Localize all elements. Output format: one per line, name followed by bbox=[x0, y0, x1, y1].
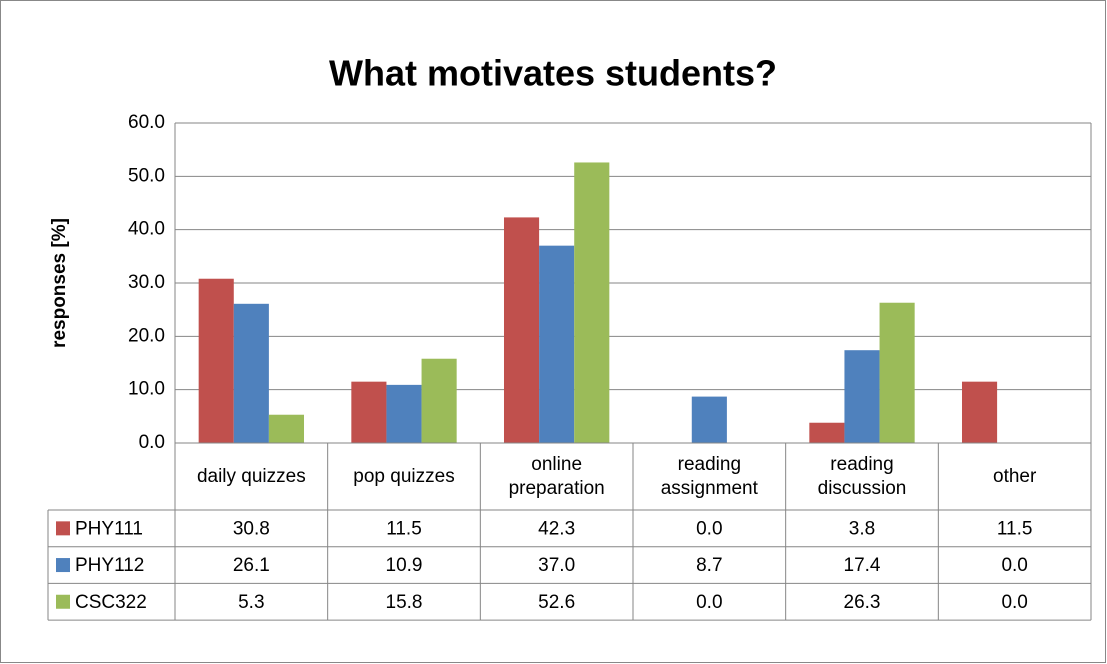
table-value: 8.7 bbox=[696, 555, 722, 576]
table-value: 30.8 bbox=[233, 518, 270, 539]
bar bbox=[233, 303, 269, 443]
bar bbox=[503, 217, 540, 443]
bar bbox=[844, 350, 880, 443]
table-value: 0.0 bbox=[696, 592, 722, 613]
table-value: 0.0 bbox=[1001, 592, 1027, 613]
table-value: 26.1 bbox=[233, 555, 270, 576]
bar bbox=[351, 381, 387, 443]
x-tick-label: daily quizzes bbox=[196, 465, 306, 487]
table-value: 26.3 bbox=[844, 592, 881, 613]
x-tick-label: online preparation bbox=[508, 453, 605, 499]
table-value: 10.9 bbox=[386, 555, 423, 576]
legend-label: CSC322 bbox=[75, 592, 147, 613]
y-tick-label: 60.0 bbox=[128, 112, 165, 133]
bar bbox=[198, 278, 234, 443]
legend-swatch bbox=[56, 594, 70, 609]
table-value: 52.6 bbox=[538, 592, 575, 613]
table-value: 3.8 bbox=[849, 518, 875, 539]
legend-swatch bbox=[56, 521, 70, 536]
y-tick-label: 40.0 bbox=[128, 219, 165, 240]
bar bbox=[691, 396, 727, 443]
y-axis-label: responses [%] bbox=[49, 218, 70, 348]
y-tick-label: 20.0 bbox=[128, 325, 165, 346]
bar bbox=[421, 358, 457, 443]
legend-swatch bbox=[56, 558, 70, 573]
x-tick-label: reading discussion bbox=[817, 453, 907, 499]
bar bbox=[386, 384, 422, 443]
y-tick-label: 50.0 bbox=[128, 165, 165, 186]
table-value: 42.3 bbox=[538, 518, 575, 539]
y-tick-label: 0.0 bbox=[139, 432, 165, 453]
legend-label: PHY112 bbox=[75, 555, 144, 576]
bar bbox=[809, 422, 845, 443]
bar bbox=[539, 245, 575, 443]
table-value: 11.5 bbox=[997, 518, 1033, 539]
table-value: 15.8 bbox=[386, 592, 423, 613]
table-value: 5.3 bbox=[238, 592, 264, 613]
x-tick-label: other bbox=[993, 465, 1037, 487]
y-tick-label: 30.0 bbox=[128, 272, 165, 293]
table-value: 37.0 bbox=[538, 555, 575, 576]
bar bbox=[879, 302, 915, 443]
bar bbox=[268, 414, 305, 443]
chart-title: What motivates students? bbox=[329, 53, 777, 94]
legend-label: PHY111 bbox=[75, 518, 143, 539]
bar bbox=[961, 381, 998, 443]
table-value: 11.5 bbox=[386, 518, 422, 539]
y-tick-label: 10.0 bbox=[128, 379, 165, 400]
table-value: 0.0 bbox=[1001, 555, 1027, 576]
bar bbox=[574, 162, 610, 443]
table-value: 0.0 bbox=[696, 518, 722, 539]
table-value: 17.4 bbox=[844, 555, 881, 576]
x-tick-label: reading assignment bbox=[660, 453, 758, 499]
x-tick-label: pop quizzes bbox=[353, 465, 455, 487]
